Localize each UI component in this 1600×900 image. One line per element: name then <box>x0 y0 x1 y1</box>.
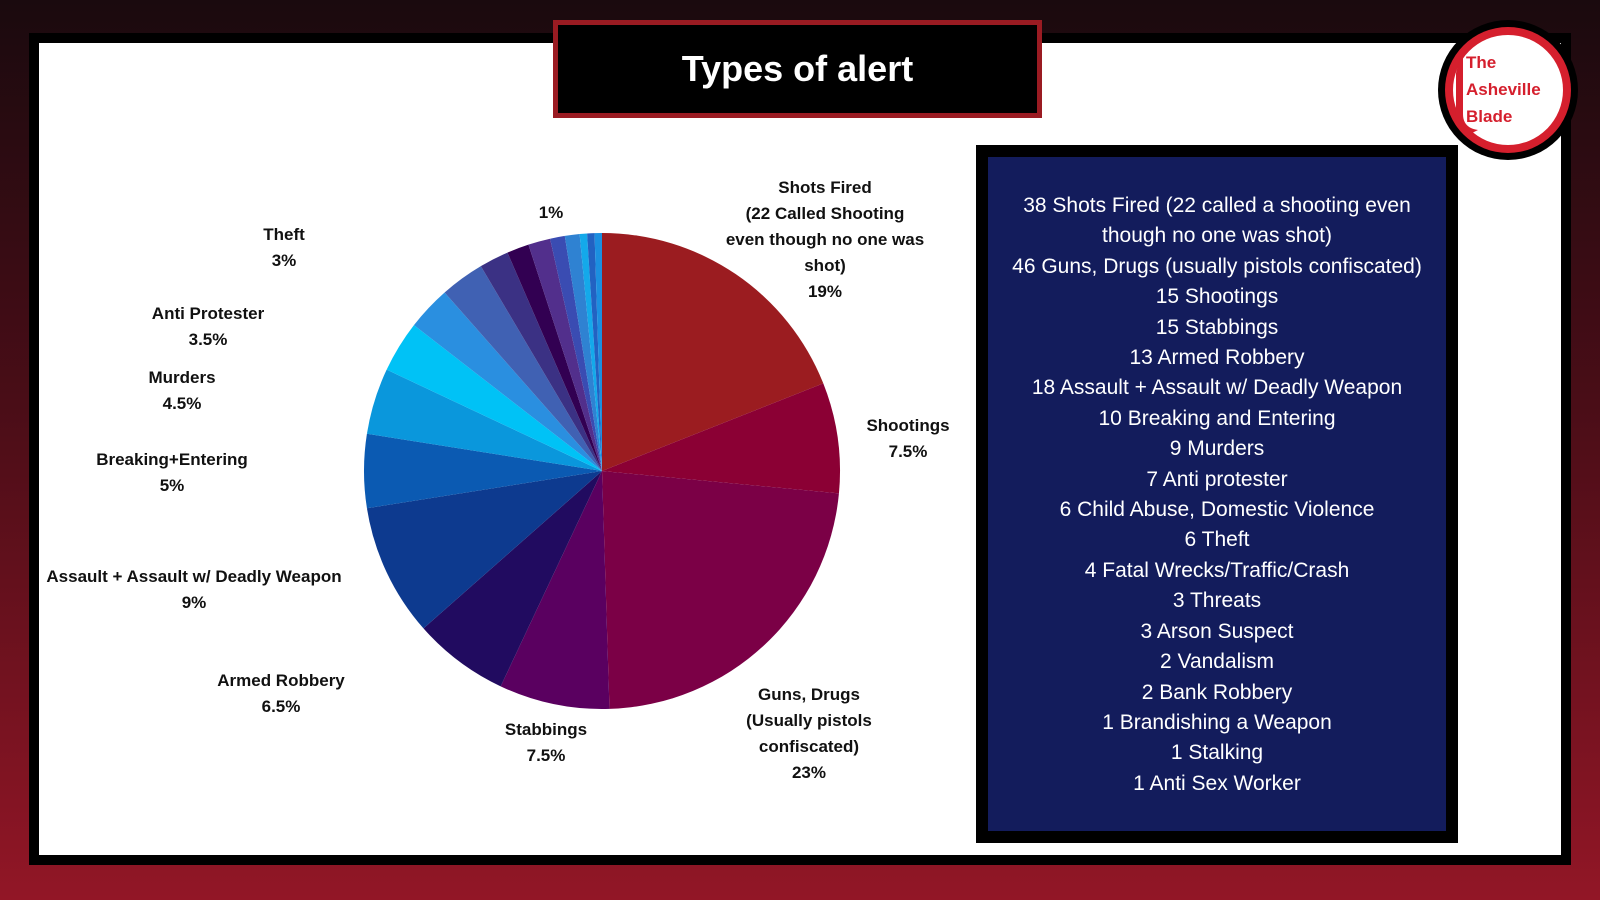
list-item: 1 Stalking <box>1170 741 1264 765</box>
slice-value: 9% <box>181 593 207 612</box>
slice-value: 1% <box>538 203 564 222</box>
logo-line: Blade <box>1466 107 1512 126</box>
slice-label: Murders 4.5% <box>148 365 215 417</box>
list-item: 1 Anti Sex Worker <box>1133 771 1301 795</box>
slice-name: Breaking+Entering <box>96 450 248 469</box>
slice-label: 1% <box>539 200 564 226</box>
list-item: 18 Assault + Assault w/ Deadly Weapon <box>1031 376 1403 400</box>
logo-inner <box>1453 35 1563 145</box>
slice-name: Assault + Assault w/ Deadly Weapon <box>46 567 342 586</box>
list-item: 7 Anti protester <box>1146 467 1288 491</box>
pie-slice <box>366 369 602 471</box>
slice-name: Anti Protester <box>151 304 265 323</box>
slice-value: 7.5% <box>888 442 928 461</box>
pie-slice <box>444 266 602 471</box>
pie-slice <box>480 252 602 471</box>
slice-label: Stabbings 7.5% <box>505 717 587 769</box>
slice-name: Guns, Drugs (Usually pistols confiscated… <box>746 685 872 756</box>
slice-value: 4.5% <box>162 394 202 413</box>
list-item: 3 Arson Suspect <box>1140 619 1294 643</box>
slice-label: Theft 3% <box>263 222 305 274</box>
slice-name: Murders <box>148 368 216 387</box>
pie-slice <box>423 471 602 687</box>
list-item: 2 Vandalism <box>1159 650 1274 674</box>
list-item: 13 Armed Robbery <box>1129 346 1305 370</box>
pie-slice <box>364 433 602 509</box>
slice-name: Armed Robbery <box>217 671 345 690</box>
slice-name: Shootings <box>866 416 950 435</box>
slice-label: Guns, Drugs (Usually pistols confiscated… <box>746 682 872 786</box>
list-item: 1 Brandishing a Weapon <box>1102 710 1332 734</box>
slice-label: Armed Robbery 6.5% <box>217 668 345 720</box>
pie-slice <box>602 233 824 471</box>
slice-name: Shots Fired (22 Called Shooting even tho… <box>725 178 925 275</box>
list-item: 9 Murders <box>1169 437 1265 461</box>
pie-slice <box>594 233 602 471</box>
pie-slice <box>386 325 602 471</box>
list-item: 6 Child Abuse, Domestic Violence <box>1059 498 1375 522</box>
logo-text: The Asheville Blade <box>1466 53 1541 126</box>
slice-name: Stabbings <box>504 720 588 739</box>
slice-value: 7.5% <box>526 746 566 765</box>
pie-slice <box>602 471 839 709</box>
slice-label: Assault + Assault w/ Deadly Weapon 9% <box>46 564 341 616</box>
pie-slice <box>587 233 602 471</box>
slice-value: 3.5% <box>188 330 228 349</box>
slice-label: Shots Fired (22 Called Shooting even tho… <box>726 175 924 305</box>
list-item: 2 Bank Robbery <box>1141 680 1293 704</box>
list-item: 46 Guns, Drugs (usually pistols confisca… <box>1012 254 1422 278</box>
pie-slice <box>564 234 602 471</box>
alert-list: 38 Shots Fired (22 called a shooting eve… <box>976 145 1458 843</box>
logo: The Asheville Blade <box>1438 20 1578 160</box>
slice-value: 5% <box>159 476 185 495</box>
slice-label: Shootings 7.5% <box>866 413 949 465</box>
pie-slice <box>500 471 610 709</box>
logo-blade <box>1455 46 1478 136</box>
slice-value: 19% <box>807 282 843 301</box>
chart-title: Types of alert <box>553 20 1042 118</box>
logo-line: Asheville <box>1466 80 1541 99</box>
list-item: 4 Fatal Wrecks/Traffic/Crash <box>1084 558 1350 582</box>
pie-slice <box>550 235 602 471</box>
slice-value: 6.5% <box>261 697 301 716</box>
pie-slice <box>528 238 602 471</box>
list-item: 3 Threats <box>1172 589 1262 613</box>
list-item: 15 Shootings <box>1155 285 1279 309</box>
slice-name: Theft <box>263 225 305 244</box>
list-item: 38 Shots Fired (22 called a shooting eve… <box>1023 194 1411 248</box>
pie-slice <box>507 244 602 471</box>
slice-value: 23% <box>791 763 827 782</box>
list-item: 6 Theft <box>1184 528 1250 552</box>
pie-slice <box>366 471 602 629</box>
slice-label: Anti Protester 3.5% <box>152 301 264 353</box>
list-item: 10 Breaking and Entering <box>1098 406 1336 430</box>
pie-slice <box>602 383 840 494</box>
logo-line: The <box>1466 53 1496 72</box>
pie-slice <box>413 292 602 471</box>
pie-slice <box>579 233 602 471</box>
slice-label: Breaking+Entering 5% <box>96 447 248 499</box>
slice-value: 3% <box>271 251 297 270</box>
list-item: 15 Stabbings <box>1155 315 1279 339</box>
